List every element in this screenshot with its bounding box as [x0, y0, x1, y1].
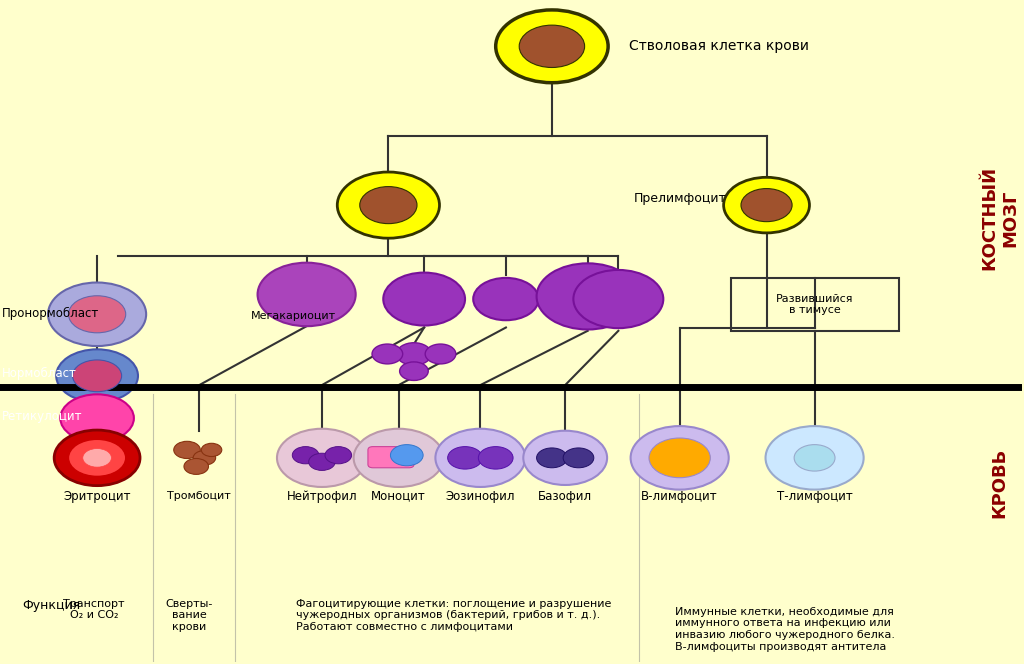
- Text: Тромбоцит: Тромбоцит: [168, 491, 231, 501]
- Circle shape: [795, 445, 835, 471]
- Circle shape: [56, 349, 138, 402]
- Circle shape: [390, 445, 423, 465]
- Circle shape: [478, 447, 513, 469]
- Circle shape: [184, 459, 209, 474]
- Text: Фагоцитирующие клетки: поглощение и разрушение
чужеродных организмов (бактерий, : Фагоцитирующие клетки: поглощение и разр…: [296, 599, 611, 632]
- Circle shape: [194, 451, 216, 465]
- Text: Стволовая клетка крови: Стволовая клетка крови: [629, 39, 809, 53]
- Circle shape: [399, 362, 428, 380]
- Circle shape: [83, 449, 112, 467]
- Circle shape: [359, 187, 417, 224]
- Circle shape: [337, 172, 439, 238]
- Circle shape: [519, 25, 585, 68]
- Text: Эозинофил: Эозинофил: [445, 490, 515, 503]
- Text: Нормобласт: Нормобласт: [2, 367, 77, 380]
- Circle shape: [258, 263, 355, 326]
- Circle shape: [73, 360, 122, 392]
- Bar: [731, 278, 899, 331]
- Circle shape: [447, 447, 482, 469]
- Text: Иммунные клетки, необходимые для
иммунного ответа на инфекцию или
инвазию любого: Иммунные клетки, необходимые для иммунно…: [675, 607, 895, 651]
- Circle shape: [741, 189, 793, 222]
- Circle shape: [473, 278, 539, 320]
- Circle shape: [496, 10, 608, 83]
- Circle shape: [308, 454, 335, 470]
- Circle shape: [563, 448, 594, 467]
- Circle shape: [724, 177, 809, 233]
- Circle shape: [69, 440, 126, 476]
- Circle shape: [174, 442, 201, 459]
- Circle shape: [353, 429, 443, 487]
- Circle shape: [383, 273, 465, 325]
- Circle shape: [48, 282, 146, 346]
- Circle shape: [60, 394, 134, 442]
- Text: Мегакариоцит: Мегакариоцит: [251, 311, 336, 321]
- Circle shape: [276, 429, 367, 487]
- Text: Транспорт
O₂ и CO₂: Транспорт O₂ и CO₂: [63, 599, 125, 620]
- Text: Ретикулоцит: Ретикулоцит: [2, 410, 83, 424]
- Circle shape: [631, 426, 729, 489]
- Circle shape: [396, 343, 431, 365]
- Circle shape: [766, 426, 863, 489]
- Text: Т-лимфоцит: Т-лимфоцит: [777, 490, 852, 503]
- Text: КОСТНЫЙ
МОЗГ: КОСТНЫЙ МОЗГ: [980, 166, 1019, 270]
- Text: Пронормобласт: Пронормобласт: [2, 307, 99, 320]
- Circle shape: [202, 444, 222, 457]
- Text: В-лимфоцит: В-лимфоцит: [641, 490, 718, 503]
- Text: КРОВЬ: КРОВЬ: [990, 448, 1009, 518]
- Circle shape: [435, 429, 525, 487]
- Text: Моноцит: Моноцит: [372, 490, 426, 503]
- Text: Нейтрофил: Нейтрофил: [287, 490, 357, 503]
- Text: Функция: Функция: [23, 599, 81, 612]
- Text: Базофил: Базофил: [539, 490, 592, 503]
- Circle shape: [573, 270, 664, 328]
- Circle shape: [325, 447, 351, 464]
- Circle shape: [54, 430, 140, 485]
- Circle shape: [372, 344, 402, 364]
- Circle shape: [523, 431, 607, 485]
- Text: Сверты-
вание
крови: Сверты- вание крови: [166, 599, 213, 632]
- Circle shape: [69, 295, 126, 333]
- Text: Прелимфоцит: Прелимфоцит: [634, 192, 727, 205]
- Circle shape: [649, 438, 711, 477]
- FancyBboxPatch shape: [368, 447, 414, 467]
- Text: Эритроцит: Эритроцит: [63, 490, 131, 503]
- Circle shape: [425, 344, 456, 364]
- Circle shape: [537, 448, 567, 467]
- Circle shape: [292, 447, 318, 464]
- Circle shape: [537, 264, 639, 329]
- Text: Развившийся
в тимусе: Развившийся в тимусе: [776, 293, 853, 315]
